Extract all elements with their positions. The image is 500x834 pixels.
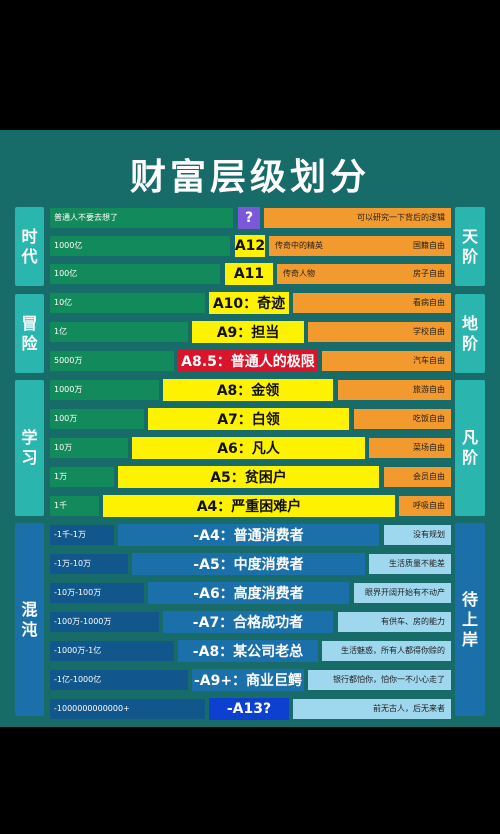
range-bar: 100亿 (50, 264, 220, 284)
level-box: A10：奇迹 (209, 292, 289, 314)
level-box: A11 (225, 263, 273, 285)
range-bar: 普通人不要去想了 (50, 208, 233, 228)
note-bar: 吃饭自由 (354, 409, 451, 429)
level-box: A12 (235, 235, 265, 257)
note-bar: 有供车、房的能力 (338, 612, 451, 632)
category-label: 时代 (21, 226, 38, 266)
left-category-chaos: 混沌 (15, 523, 44, 716)
note-text: 汽车自由 (413, 356, 445, 365)
note-bar: 汽车自由 (322, 351, 451, 371)
range-bar: 5000万 (50, 351, 174, 371)
category-label: 冒险 (21, 313, 38, 353)
right-category-ashore: 待上岸 (455, 523, 485, 716)
note-text: 学校自由 (413, 327, 445, 336)
range-bar: 1万 (50, 467, 114, 487)
level-box: A4：严重困难户 (103, 495, 395, 517)
range-bar: -1000万-1亿 (50, 641, 174, 661)
category-label: 天阶 (461, 226, 478, 266)
note-text: 银行都怕你，怕你一不小心走了 (333, 675, 445, 684)
category-label: 待上岸 (461, 589, 478, 649)
note-text: 有供车、房的能力 (381, 617, 445, 626)
level-box: -A4：普通消费者 (118, 524, 379, 546)
note-text: 看病自由 (413, 298, 445, 307)
note-text: 眼界开阔开始有不动产 (365, 588, 445, 597)
range-bar: 10亿 (50, 293, 205, 313)
range-bar: 10万 (50, 438, 128, 458)
level-box: A8.5：普通人的极限 (178, 350, 318, 372)
note-bar: 学校自由 (308, 322, 451, 342)
level-box: ? (238, 207, 260, 229)
level-box: A6：凡人 (132, 437, 365, 459)
range-bar: 1000万 (50, 380, 159, 400)
note-text: 菜场自由 (413, 443, 445, 452)
level-box: -A7：合格成功者 (163, 611, 333, 633)
range-bar: 1千 (50, 496, 99, 516)
level-box: -A9+：商业巨鳄 (192, 669, 304, 691)
right-category-mortal: 凡阶 (455, 380, 485, 516)
right-category-heaven: 天阶 (455, 207, 485, 286)
left-category-study: 学习 (15, 380, 44, 516)
level-box: -A6：高度消费者 (148, 582, 349, 604)
note-text: 呼吸自由 (413, 501, 445, 510)
note-bar: 传奇中的精英 国籍自由 (269, 236, 451, 256)
note-text: 会员自由 (413, 472, 445, 481)
note-text: 可以研究一下背后的逻辑 (357, 213, 445, 222)
desc-text: 传奇中的精英 (275, 241, 323, 250)
range-bar: -1万-10万 (50, 554, 128, 574)
note-text: 前无古人，后无来者 (373, 704, 445, 713)
note-bar: 没有规划 (384, 525, 451, 545)
right-category-earth: 地阶 (455, 294, 485, 373)
note-bar: 生活魅惑，所有人都得你赊的 (322, 641, 451, 661)
note-text: 生活质量不能差 (389, 559, 445, 568)
note-bar: 旅游自由 (338, 380, 451, 400)
level-box: A7：白领 (148, 408, 349, 430)
category-label: 地阶 (461, 313, 478, 353)
note-bar: 前无古人，后无来者 (293, 699, 451, 719)
note-text: 吃饭自由 (413, 414, 445, 423)
note-bar: 生活质量不能差 (369, 554, 451, 574)
note-bar: 会员自由 (384, 467, 451, 487)
range-bar: -1千-1万 (50, 525, 114, 545)
note-bar: 呼吸自由 (399, 496, 451, 516)
range-bar: -10万-100万 (50, 583, 144, 603)
note-bar: 银行都怕你，怕你一不小心走了 (308, 670, 451, 690)
level-box: -A13? (209, 698, 289, 720)
note-text: 房子自由 (413, 269, 445, 278)
note-bar: 菜场自由 (369, 438, 451, 458)
level-box: A5：贫困户 (118, 466, 379, 488)
category-label: 凡阶 (461, 428, 478, 467)
note-text: 生活魅惑，所有人都得你赊的 (341, 646, 445, 655)
note-text: 旅游自由 (413, 385, 445, 394)
range-bar: -1000000000000+ (50, 699, 205, 719)
level-box: A9：担当 (192, 321, 304, 343)
note-text: 没有规划 (413, 530, 445, 539)
level-box: A8：金领 (163, 379, 333, 401)
range-bar: -100万-1000万 (50, 612, 159, 632)
range-bar: -1亿-1000亿 (50, 670, 188, 690)
note-bar: 可以研究一下背后的逻辑 (264, 208, 451, 228)
left-category-adventure: 冒险 (15, 294, 44, 373)
range-bar: 1000亿 (50, 236, 230, 256)
desc-text: 传奇人物 (283, 269, 315, 278)
note-bar: 传奇人物 房子自由 (277, 264, 451, 284)
page-title: 财富层级划分 (129, 157, 370, 198)
note-bar: 眼界开阔开始有不动产 (354, 583, 451, 603)
range-bar: 100万 (50, 409, 144, 429)
note-bar: 看病自由 (293, 293, 451, 313)
note-text: 国籍自由 (413, 241, 445, 250)
category-label: 混沌 (21, 599, 38, 639)
level-box: -A8：某公司老总 (178, 640, 318, 662)
range-bar: 1亿 (50, 322, 188, 342)
level-box: -A5：中度消费者 (132, 553, 365, 575)
left-category-era: 时代 (15, 207, 44, 286)
category-label: 学习 (21, 428, 38, 467)
